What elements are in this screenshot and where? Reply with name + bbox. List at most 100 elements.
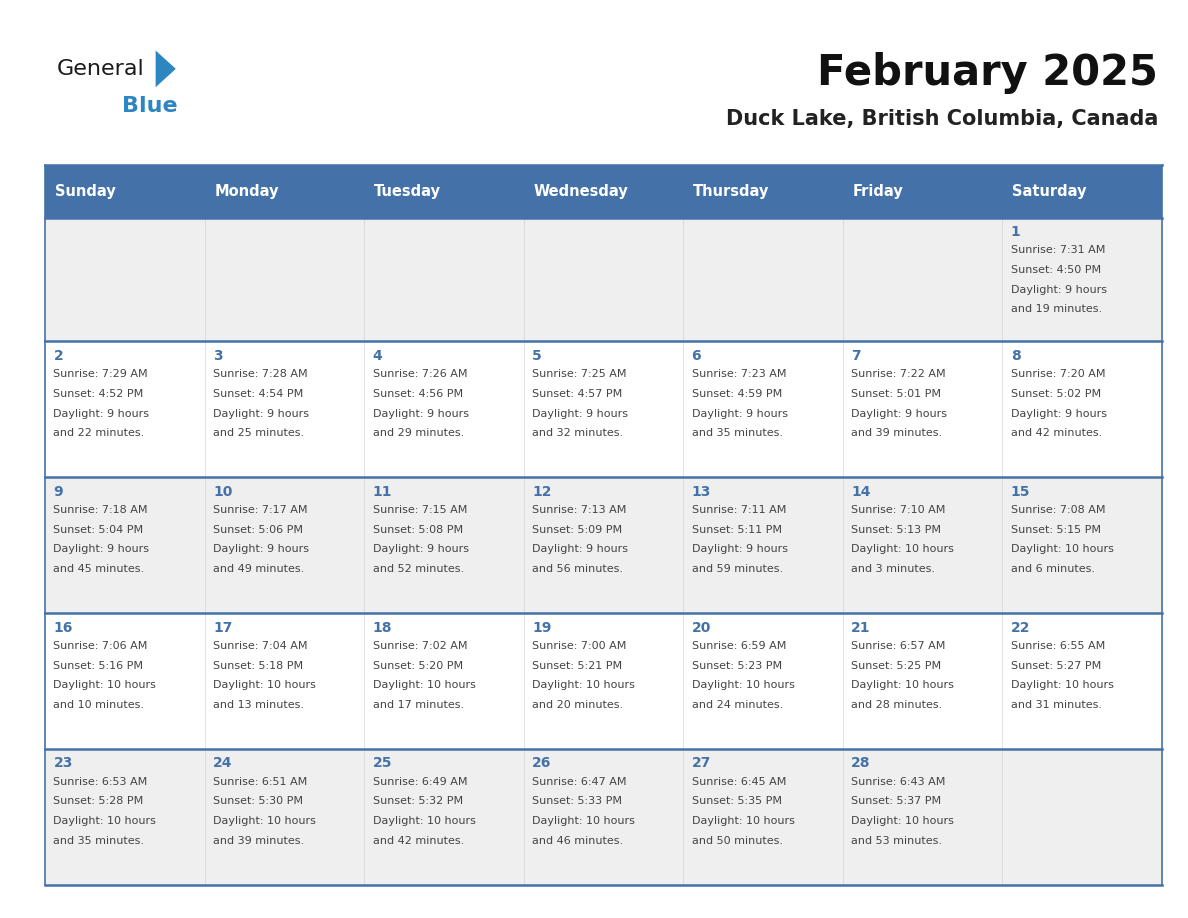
Text: Sunrise: 6:49 AM: Sunrise: 6:49 AM <box>373 777 467 787</box>
Text: Sunrise: 7:13 AM: Sunrise: 7:13 AM <box>532 505 626 515</box>
Bar <box>1003 341 1162 477</box>
Text: Sunrise: 6:59 AM: Sunrise: 6:59 AM <box>691 641 786 651</box>
Text: Sunrise: 7:28 AM: Sunrise: 7:28 AM <box>213 369 308 379</box>
Text: Sunrise: 7:18 AM: Sunrise: 7:18 AM <box>53 505 148 515</box>
Text: Sunset: 5:20 PM: Sunset: 5:20 PM <box>373 661 462 670</box>
Bar <box>45 613 204 749</box>
Bar <box>524 218 683 341</box>
Bar <box>365 218 524 341</box>
Text: Daylight: 10 hours: Daylight: 10 hours <box>851 544 954 554</box>
Text: Daylight: 9 hours: Daylight: 9 hours <box>691 409 788 419</box>
Text: Sunset: 5:13 PM: Sunset: 5:13 PM <box>851 525 941 534</box>
Bar <box>1003 165 1162 218</box>
Bar <box>204 165 365 218</box>
Text: 21: 21 <box>851 621 871 634</box>
Text: Daylight: 10 hours: Daylight: 10 hours <box>1011 544 1113 554</box>
Text: Duck Lake, British Columbia, Canada: Duck Lake, British Columbia, Canada <box>726 109 1158 129</box>
Text: Sunrise: 7:08 AM: Sunrise: 7:08 AM <box>1011 505 1105 515</box>
Text: and 31 minutes.: and 31 minutes. <box>1011 700 1101 710</box>
Text: Daylight: 10 hours: Daylight: 10 hours <box>53 680 157 690</box>
Text: Daylight: 10 hours: Daylight: 10 hours <box>532 680 634 690</box>
Text: and 20 minutes.: and 20 minutes. <box>532 700 624 710</box>
Bar <box>842 341 1003 477</box>
Text: 16: 16 <box>53 621 72 634</box>
Bar <box>45 165 204 218</box>
Text: and 50 minutes.: and 50 minutes. <box>691 836 783 845</box>
Bar <box>204 218 365 341</box>
Text: February 2025: February 2025 <box>817 52 1158 95</box>
Text: Sunset: 5:28 PM: Sunset: 5:28 PM <box>53 797 144 806</box>
Text: and 13 minutes.: and 13 minutes. <box>213 700 304 710</box>
Text: 5: 5 <box>532 349 542 363</box>
Text: and 42 minutes.: and 42 minutes. <box>1011 429 1102 438</box>
Bar <box>204 613 365 749</box>
Text: Sunrise: 7:20 AM: Sunrise: 7:20 AM <box>1011 369 1105 379</box>
Text: Sunset: 5:11 PM: Sunset: 5:11 PM <box>691 525 782 534</box>
Text: Daylight: 9 hours: Daylight: 9 hours <box>691 544 788 554</box>
Text: Daylight: 10 hours: Daylight: 10 hours <box>532 816 634 826</box>
Text: Daylight: 9 hours: Daylight: 9 hours <box>1011 409 1107 419</box>
Text: and 49 minutes.: and 49 minutes. <box>213 565 304 574</box>
Text: Sunrise: 7:10 AM: Sunrise: 7:10 AM <box>851 505 946 515</box>
Text: and 24 minutes.: and 24 minutes. <box>691 700 783 710</box>
Bar <box>524 165 683 218</box>
Text: 10: 10 <box>213 485 233 498</box>
Text: and 3 minutes.: and 3 minutes. <box>851 565 935 574</box>
Bar <box>1003 749 1162 885</box>
Text: 28: 28 <box>851 756 871 770</box>
Text: Daylight: 10 hours: Daylight: 10 hours <box>373 680 475 690</box>
Text: Sunrise: 7:26 AM: Sunrise: 7:26 AM <box>373 369 467 379</box>
Bar <box>842 749 1003 885</box>
Text: Sunset: 5:27 PM: Sunset: 5:27 PM <box>1011 661 1101 670</box>
Text: Friday: Friday <box>852 184 903 199</box>
Text: Sunset: 5:37 PM: Sunset: 5:37 PM <box>851 797 941 806</box>
Text: and 28 minutes.: and 28 minutes. <box>851 700 942 710</box>
Text: Daylight: 10 hours: Daylight: 10 hours <box>691 680 795 690</box>
Text: and 25 minutes.: and 25 minutes. <box>213 429 304 438</box>
Bar <box>683 749 842 885</box>
Text: Sunset: 5:33 PM: Sunset: 5:33 PM <box>532 797 623 806</box>
Text: Sunset: 4:50 PM: Sunset: 4:50 PM <box>1011 264 1101 274</box>
Text: Sunrise: 7:17 AM: Sunrise: 7:17 AM <box>213 505 308 515</box>
Text: Daylight: 10 hours: Daylight: 10 hours <box>213 680 316 690</box>
Text: Sunrise: 7:29 AM: Sunrise: 7:29 AM <box>53 369 148 379</box>
Text: Sunset: 4:59 PM: Sunset: 4:59 PM <box>691 389 782 398</box>
Text: Sunrise: 6:55 AM: Sunrise: 6:55 AM <box>1011 641 1105 651</box>
Text: Daylight: 9 hours: Daylight: 9 hours <box>53 544 150 554</box>
Text: Daylight: 10 hours: Daylight: 10 hours <box>851 816 954 826</box>
Text: 19: 19 <box>532 621 551 634</box>
Text: 25: 25 <box>373 756 392 770</box>
Text: Sunday: Sunday <box>55 184 115 199</box>
Text: Blue: Blue <box>122 95 178 116</box>
Bar <box>524 341 683 477</box>
Text: Wednesday: Wednesday <box>533 184 628 199</box>
Text: 8: 8 <box>1011 349 1020 363</box>
Text: General: General <box>57 59 145 79</box>
Text: Daylight: 9 hours: Daylight: 9 hours <box>1011 285 1107 295</box>
Text: 17: 17 <box>213 621 233 634</box>
Bar <box>204 477 365 613</box>
Text: Daylight: 9 hours: Daylight: 9 hours <box>213 409 309 419</box>
Bar <box>1003 613 1162 749</box>
Text: and 46 minutes.: and 46 minutes. <box>532 836 624 845</box>
Text: Tuesday: Tuesday <box>374 184 441 199</box>
Bar <box>365 613 524 749</box>
Text: Sunset: 5:30 PM: Sunset: 5:30 PM <box>213 797 303 806</box>
Text: and 17 minutes.: and 17 minutes. <box>373 700 463 710</box>
Text: 9: 9 <box>53 485 63 498</box>
Text: Sunset: 4:52 PM: Sunset: 4:52 PM <box>53 389 144 398</box>
Text: Sunrise: 7:25 AM: Sunrise: 7:25 AM <box>532 369 626 379</box>
Bar <box>1003 477 1162 613</box>
Text: 4: 4 <box>373 349 383 363</box>
Text: Sunrise: 6:47 AM: Sunrise: 6:47 AM <box>532 777 626 787</box>
Text: Daylight: 9 hours: Daylight: 9 hours <box>373 409 468 419</box>
Text: and 29 minutes.: and 29 minutes. <box>373 429 463 438</box>
Text: Sunrise: 7:22 AM: Sunrise: 7:22 AM <box>851 369 946 379</box>
Text: Sunset: 5:21 PM: Sunset: 5:21 PM <box>532 661 623 670</box>
Text: and 42 minutes.: and 42 minutes. <box>373 836 463 845</box>
Text: 18: 18 <box>373 621 392 634</box>
Text: Sunrise: 6:43 AM: Sunrise: 6:43 AM <box>851 777 946 787</box>
Text: Sunset: 4:57 PM: Sunset: 4:57 PM <box>532 389 623 398</box>
Text: Daylight: 9 hours: Daylight: 9 hours <box>373 544 468 554</box>
Text: Sunset: 5:09 PM: Sunset: 5:09 PM <box>532 525 623 534</box>
